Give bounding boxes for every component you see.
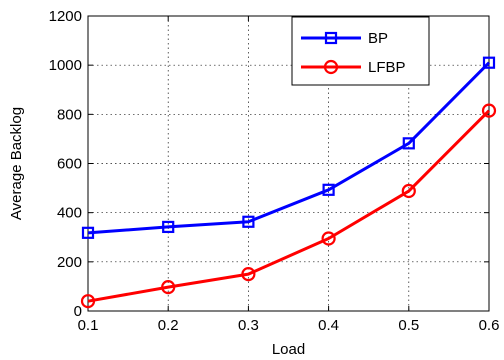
legend: BP LFBP: [291, 16, 430, 86]
data-point: [242, 215, 255, 228]
x-tick-label: 0.4: [318, 317, 339, 334]
legend-label: LFBP: [368, 59, 406, 76]
data-point: [81, 226, 95, 239]
x-axis-ticks: 0.1 0.2 0.3 0.4 0.5 0.6: [78, 16, 500, 334]
series-layer: [80, 56, 497, 309]
legend-item: BP: [301, 30, 388, 47]
x-tick-label: 0.6: [479, 317, 500, 334]
y-axis-ticks: 0 200 400 600 800 1000 1200: [49, 8, 489, 320]
data-point: [481, 103, 497, 118]
x-axis-title: Load: [272, 341, 305, 358]
x-tick-label: 0.2: [158, 317, 179, 334]
data-point: [482, 56, 496, 69]
legend-box: [291, 16, 430, 86]
y-tick-label: 600: [57, 156, 82, 173]
data-point: [402, 137, 415, 150]
series-line: [87, 61, 491, 235]
legend-marker: [323, 59, 339, 75]
y-tick-label: 200: [57, 254, 82, 271]
data-point: [322, 183, 335, 196]
series-line: [87, 109, 491, 303]
series-bp: [81, 56, 496, 239]
y-tick-label: 1200: [49, 8, 82, 25]
data-point: [241, 267, 256, 282]
legend-label: BP: [368, 30, 388, 47]
data-point: [162, 220, 175, 234]
x-tick-label: 0.3: [238, 317, 259, 334]
y-tick-label: 800: [57, 106, 82, 123]
legend-marker: [324, 31, 338, 45]
y-tick-label: 400: [57, 205, 82, 222]
y-axis-title: Average Backlog: [8, 107, 25, 220]
data-point: [321, 231, 336, 246]
data-point: [161, 280, 176, 295]
legend-item: LFBP: [301, 59, 406, 76]
x-tick-label: 0.5: [398, 317, 419, 334]
y-tick-label: 1000: [49, 57, 82, 74]
data-point: [80, 294, 96, 309]
y-tick-label: 0: [74, 303, 82, 320]
series-lfbp: [80, 103, 497, 309]
data-point: [401, 183, 416, 199]
x-tick-label: 0.1: [78, 317, 99, 334]
